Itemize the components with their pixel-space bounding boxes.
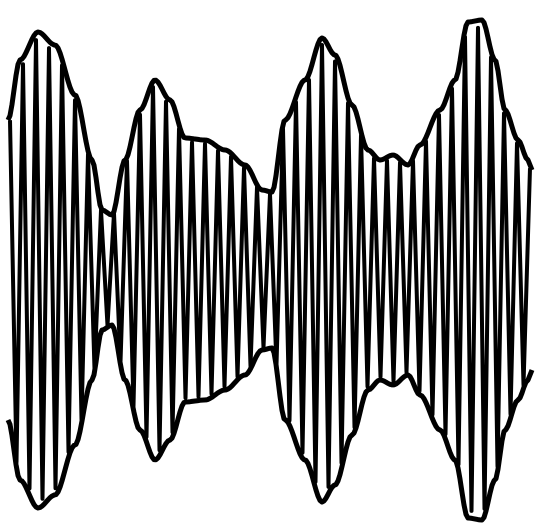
carrier-oscillation xyxy=(8,25,532,513)
envelope-upper-edge xyxy=(5,17,535,218)
envelope-lower-edge xyxy=(5,322,535,523)
waveform-carrier xyxy=(8,25,532,513)
